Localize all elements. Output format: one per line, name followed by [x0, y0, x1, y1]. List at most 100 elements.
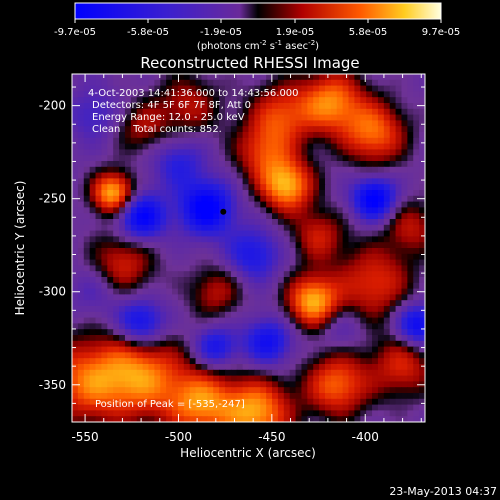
heatmap-cell [295, 277, 303, 284]
heatmap-cell [413, 79, 420, 87]
heatmap-cell [72, 201, 79, 208]
heatmap-cell [295, 161, 303, 168]
heatmap-cell [336, 242, 344, 249]
heatmap-cell [277, 381, 285, 388]
heatmap-cell [89, 137, 97, 145]
heatmap-cell [313, 201, 320, 208]
heatmap-cell [342, 282, 350, 290]
heatmap-cell [83, 317, 91, 324]
heatmap-cell [307, 120, 314, 127]
heatmap-cell [324, 277, 332, 284]
heatmap-cell [201, 340, 208, 348]
heatmap-cell [354, 224, 361, 232]
heatmap-cell [201, 219, 208, 226]
heatmap-cell [272, 369, 279, 377]
heatmap-cell [277, 213, 285, 220]
heatmap-cell [119, 224, 126, 232]
heatmap-cell [419, 398, 425, 406]
heatmap-cell [336, 346, 344, 353]
heatmap-cell [266, 311, 273, 319]
heatmap-cell [148, 120, 155, 127]
heatmap-cell [389, 74, 397, 81]
heatmap-cell [413, 294, 420, 301]
heatmap-cell [295, 300, 303, 307]
heatmap-cell [266, 132, 273, 139]
heatmap-cell [283, 265, 291, 272]
heatmap-cell [389, 375, 397, 382]
heatmap-cell [242, 132, 250, 139]
heatmap-cell [372, 91, 379, 98]
heatmap-cell [95, 311, 103, 319]
heatmap-cell [248, 329, 255, 336]
heatmap-cell [389, 369, 397, 377]
heatmap-cell [348, 91, 355, 98]
heatmap-cell [213, 416, 220, 422]
heatmap-cell [119, 161, 126, 168]
heatmap-cell [395, 282, 403, 290]
heatmap-cell [83, 126, 91, 133]
heatmap-cell [283, 236, 291, 243]
heatmap-cell [283, 172, 291, 179]
heatmap-cell [324, 335, 332, 342]
heatmap-cell [401, 166, 408, 174]
heatmap-cell [148, 213, 155, 220]
heatmap-cell [354, 358, 361, 365]
heatmap-cell [366, 120, 373, 127]
heatmap-cell [77, 277, 85, 284]
heatmap-cell [248, 253, 255, 261]
heatmap-cell [324, 85, 332, 92]
heatmap-cell [95, 155, 103, 162]
heatmap-cell [389, 404, 397, 411]
heatmap-cell [183, 306, 191, 313]
heatmap-cell [377, 242, 385, 249]
heatmap-cell [83, 416, 91, 422]
heatmap-cell [107, 132, 114, 139]
heatmap-cell [401, 300, 408, 307]
heatmap-cell [89, 317, 97, 324]
heatmap-cell [289, 184, 297, 191]
heatmap-cell [124, 358, 132, 365]
heatmap-cell [354, 219, 361, 226]
heatmap-cell [372, 108, 379, 116]
heatmap-cell [236, 195, 244, 203]
heatmap-cell [136, 172, 144, 179]
heatmap-cell [313, 329, 320, 336]
heatmap-cell [419, 155, 425, 162]
heatmap-cell [72, 97, 79, 104]
heatmap-cell [160, 230, 167, 237]
heatmap-cell [319, 213, 326, 220]
heatmap-cell [272, 201, 279, 208]
heatmap-cell [360, 265, 367, 272]
heatmap-cell [101, 172, 108, 179]
heatmap-cell [377, 294, 385, 301]
heatmap-cell [195, 172, 203, 179]
heatmap-cell [124, 364, 132, 371]
heatmap-cell [142, 340, 150, 348]
heatmap-cell [154, 375, 161, 382]
heatmap-cell [254, 172, 261, 179]
heatmap-cell [419, 120, 425, 127]
heatmap-cell [172, 190, 179, 197]
heatmap-cell [254, 294, 261, 301]
heatmap-cell [219, 271, 226, 278]
heatmap-cell [119, 375, 126, 382]
heatmap-cell [360, 369, 367, 377]
heatmap-cell [148, 74, 155, 81]
heatmap-cell [419, 387, 425, 394]
heatmap-cell [177, 340, 185, 348]
heatmap-cell [219, 161, 226, 168]
heatmap-cell [266, 340, 273, 348]
heatmap-cell [113, 172, 120, 179]
heatmap-cell [154, 294, 161, 301]
heatmap-cell [272, 300, 279, 307]
heatmap-cell [224, 114, 232, 121]
heatmap-cell [354, 91, 361, 98]
heatmap-cell [401, 155, 408, 162]
heatmap-cell [342, 398, 350, 406]
heatmap-cell [101, 230, 108, 237]
heatmap-cell [236, 381, 244, 388]
heatmap-cell [172, 335, 179, 342]
heatmap-cell [319, 236, 326, 243]
heatmap-cell [124, 120, 132, 127]
heatmap-cell [313, 271, 320, 278]
